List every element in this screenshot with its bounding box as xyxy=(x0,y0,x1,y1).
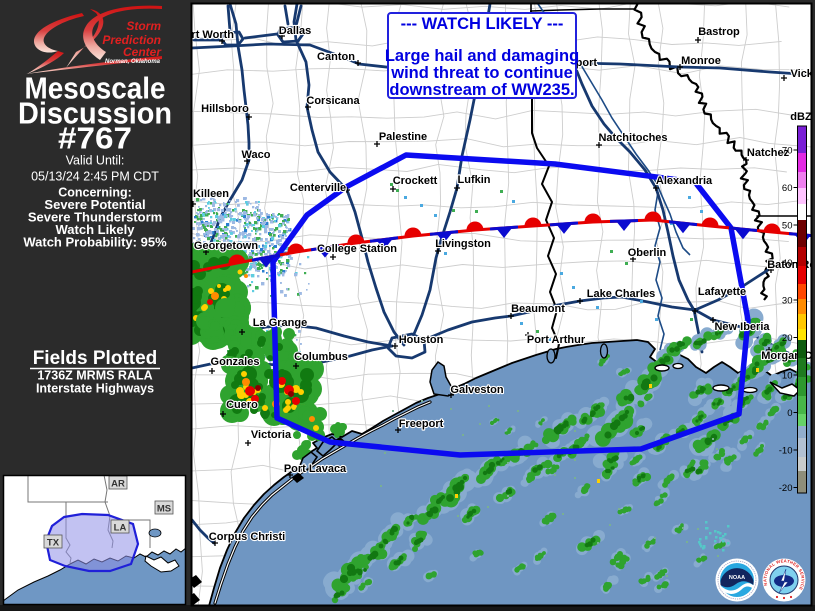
svg-text:Lake Charles: Lake Charles xyxy=(587,288,655,300)
svg-text:Gonzales: Gonzales xyxy=(211,356,260,368)
svg-text:TX: TX xyxy=(47,538,60,549)
svg-text:Mesoscale: Mesoscale xyxy=(25,71,166,106)
svg-text:--- WATCH LIKELY ---: --- WATCH LIKELY --- xyxy=(401,15,564,33)
svg-text:Georgetown: Georgetown xyxy=(194,240,258,252)
svg-text:Lafayette: Lafayette xyxy=(698,286,746,298)
svg-text:20: 20 xyxy=(782,333,793,344)
svg-text:Watch Likely: Watch Likely xyxy=(56,222,136,237)
svg-text:-10: -10 xyxy=(779,446,793,457)
svg-text:AR: AR xyxy=(111,479,125,490)
svg-text:Dallas: Dallas xyxy=(279,25,311,37)
svg-text:Oberlin: Oberlin xyxy=(628,247,667,259)
svg-text:#767: #767 xyxy=(58,121,132,156)
svg-text:10: 10 xyxy=(782,371,793,382)
svg-text:Columbus: Columbus xyxy=(294,351,348,363)
svg-text:Natchitoches: Natchitoches xyxy=(598,132,667,144)
svg-text:Center: Center xyxy=(123,45,162,59)
svg-text:Corpus Christi: Corpus Christi xyxy=(209,531,285,543)
svg-text:Severe Potential: Severe Potential xyxy=(44,197,145,212)
svg-text:Vicksburg: Vicksburg xyxy=(791,68,815,80)
svg-text:Canton: Canton xyxy=(317,51,355,63)
svg-text:Houston: Houston xyxy=(399,334,444,346)
svg-text:50: 50 xyxy=(782,221,793,232)
svg-text:Livingston: Livingston xyxy=(435,238,491,250)
svg-text:wind threat to continue: wind threat to continue xyxy=(390,64,573,82)
svg-text:-20: -20 xyxy=(779,483,793,494)
svg-text:60: 60 xyxy=(782,183,793,194)
svg-text:Bastrop: Bastrop xyxy=(698,26,740,38)
svg-text:Fields Plotted: Fields Plotted xyxy=(33,348,158,369)
svg-text:70: 70 xyxy=(782,146,793,157)
svg-text:Large hail and damaging: Large hail and damaging xyxy=(385,47,579,65)
svg-text:05/13/24 2:45 PM CDT: 05/13/24 2:45 PM CDT xyxy=(31,170,159,184)
svg-text:40: 40 xyxy=(782,258,793,269)
svg-text:Interstate Highways: Interstate Highways xyxy=(36,382,154,396)
svg-text:Galveston: Galveston xyxy=(450,384,503,396)
svg-text:Killeen: Killeen xyxy=(193,188,229,200)
svg-text:Watch Probability: 95%: Watch Probability: 95% xyxy=(23,235,167,250)
svg-text:Centerville: Centerville xyxy=(290,182,346,194)
svg-text:Hillsboro: Hillsboro xyxy=(201,103,249,115)
svg-text:Freeport: Freeport xyxy=(399,418,444,430)
svg-text:Palestine: Palestine xyxy=(379,131,427,143)
svg-text:Severe Thunderstorm: Severe Thunderstorm xyxy=(28,210,162,225)
svg-text:MS: MS xyxy=(157,504,171,515)
svg-text:Port Lavaca: Port Lavaca xyxy=(284,463,347,475)
svg-text:Discussion: Discussion xyxy=(18,96,172,131)
svg-text:Concerning:: Concerning: xyxy=(58,186,132,200)
svg-text:Fort Worth: Fort Worth xyxy=(178,29,234,41)
svg-text:Port Arthur: Port Arthur xyxy=(527,334,586,346)
svg-text:downstream of WW235.: downstream of WW235. xyxy=(389,81,574,99)
svg-text:dBZ: dBZ xyxy=(790,111,812,123)
svg-text:Monroe: Monroe xyxy=(681,55,721,67)
svg-text:Norman, Oklahoma: Norman, Oklahoma xyxy=(105,59,161,65)
svg-text:Prediction: Prediction xyxy=(102,33,161,47)
svg-text:Waco: Waco xyxy=(242,149,271,161)
svg-text:Valid Until:: Valid Until: xyxy=(66,154,125,168)
svg-text:Cuero: Cuero xyxy=(226,399,258,411)
svg-text:Storm: Storm xyxy=(126,19,161,33)
svg-text:Natchez: Natchez xyxy=(747,147,790,159)
svg-text:Victoria: Victoria xyxy=(251,429,292,441)
svg-text:Alexandria: Alexandria xyxy=(656,175,713,187)
svg-text:0: 0 xyxy=(787,408,792,419)
svg-text:Crockett: Crockett xyxy=(393,175,438,187)
svg-text:Corsicana: Corsicana xyxy=(306,95,360,107)
svg-text:College Station: College Station xyxy=(317,243,397,255)
svg-text:LA: LA xyxy=(114,523,127,534)
svg-text:30: 30 xyxy=(782,296,793,307)
svg-text:NOAA: NOAA xyxy=(729,575,745,581)
svg-text:La Grange: La Grange xyxy=(253,317,307,329)
svg-text:Beaumont: Beaumont xyxy=(511,303,565,315)
svg-text:1736Z MRMS RALA: 1736Z MRMS RALA xyxy=(37,369,152,383)
svg-text:New Iberia: New Iberia xyxy=(714,321,770,333)
svg-text:Lufkin: Lufkin xyxy=(458,174,491,186)
